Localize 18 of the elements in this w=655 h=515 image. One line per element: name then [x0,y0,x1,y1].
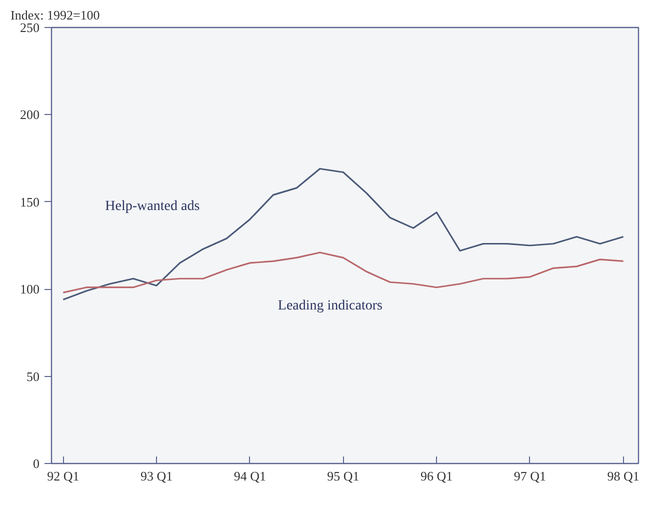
x-tick-label: 94 Q1 [234,468,266,484]
text: Help-wanted ads [105,199,200,214]
y-axis-title: Index: 1992=100 [10,8,100,22]
y-tick-label: 50 [26,368,40,384]
y-tick-label: 0 [33,456,40,471]
line-series [62,168,624,300]
x-tick-label: 95 Q1 [327,468,360,484]
y-tick-label: 150 [20,194,40,210]
y-tick-label: 250 [20,20,40,35]
series-label: Leading indicators [278,298,382,314]
y-tick-label: 200 [20,107,40,122]
line-series [62,252,624,294]
x-tick-label: 98 Q1 [607,468,640,484]
x-tick-label: 92 Q1 [47,468,80,484]
x-tick-label: 97 Q1 [514,468,546,484]
x-tick-label: 93 Q1 [140,468,173,484]
x-tick-label: 96 Q1 [420,468,453,484]
y-tick-label: 100 [20,282,40,297]
